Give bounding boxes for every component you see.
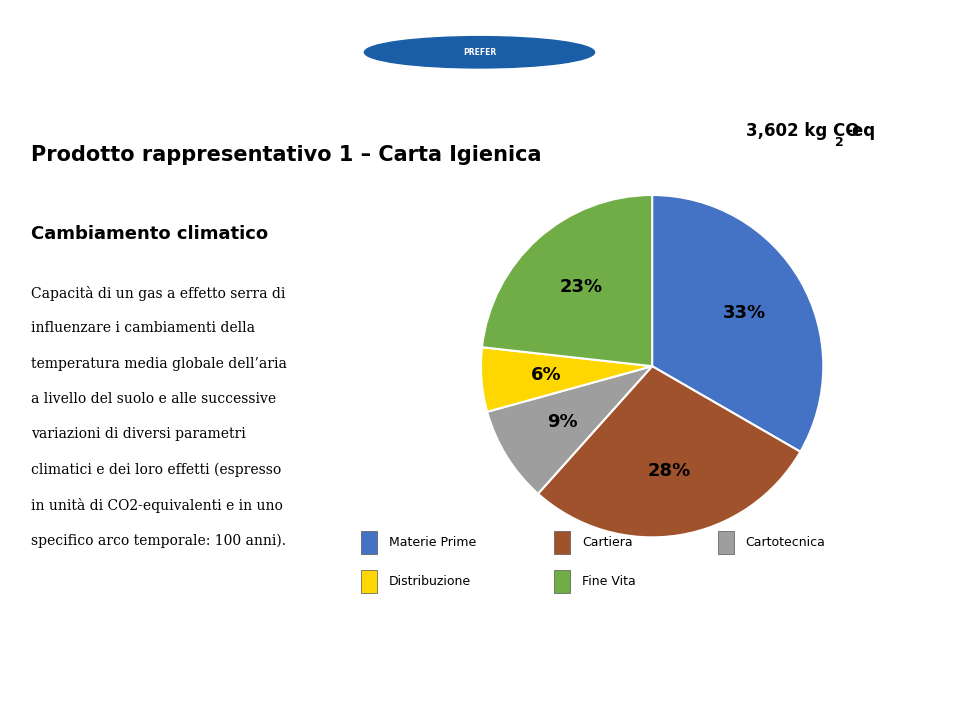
Bar [852, 618, 876, 662]
Bar [484, 618, 513, 662]
Text: Prodotto rappresentativo 1 – Carta Igienica: Prodotto rappresentativo 1 – Carta Igien… [31, 145, 541, 165]
Text: Cartiera: Cartiera [582, 536, 632, 549]
Text: specifico arco temporale: 100 anni).: specifico arco temporale: 100 anni). [31, 533, 286, 548]
Text: climatici e dei loro effetti (espresso: climatici e dei loro effetti (espresso [31, 462, 281, 477]
Wedge shape [652, 195, 823, 452]
Text: Cambiamento climatico: Cambiamento climatico [31, 225, 268, 243]
Text: 9%: 9% [547, 413, 577, 431]
Wedge shape [487, 366, 652, 494]
Text: -eq: -eq [846, 122, 876, 140]
Text: influenzare i cambiamenti della: influenzare i cambiamenti della [31, 322, 255, 335]
Text: 1: 1 [912, 697, 921, 711]
Bar [553, 570, 570, 593]
Text: in unità di CO2-equivalenti e in uno: in unità di CO2-equivalenti e in uno [31, 498, 283, 513]
Bar [391, 618, 414, 662]
Bar [777, 618, 796, 662]
Bar [553, 531, 570, 554]
Circle shape [364, 37, 595, 68]
Text: variazioni di diversi parametri: variazioni di diversi parametri [31, 427, 246, 442]
Circle shape [269, 24, 690, 81]
Text: Product environmental footprint Enhanced by Regions: Product environmental footprint Enhanced… [309, 105, 650, 115]
Bar [101, 618, 129, 662]
Bar [199, 618, 222, 662]
Text: 3,602 kg CO: 3,602 kg CO [746, 122, 860, 140]
Text: Cartotecnica: Cartotecnica [745, 536, 826, 549]
Wedge shape [481, 348, 652, 412]
Wedge shape [538, 366, 801, 537]
Text: 28%: 28% [647, 462, 690, 480]
Wedge shape [482, 195, 652, 366]
Text: 23%: 23% [560, 278, 603, 296]
Text: Materie Prime: Materie Prime [388, 536, 476, 549]
Text: PREFER: PREFER [463, 48, 496, 57]
Bar [361, 531, 377, 554]
Text: 6%: 6% [531, 365, 562, 383]
Bar [361, 570, 377, 593]
Text: 2: 2 [835, 136, 844, 149]
Text: Fine Vita: Fine Vita [582, 575, 636, 588]
Text: temperatura media globale dell’aria: temperatura media globale dell’aria [31, 357, 287, 370]
Text: Scuola Superiore Sant'Anna - Piazza Martiri della Libertà, 33 - 56127 Pisa (Ital: Scuola Superiore Sant'Anna - Piazza Mart… [77, 681, 440, 690]
Text: Capacità di un gas a effetto serra di: Capacità di un gas a effetto serra di [31, 286, 285, 301]
Text: 33%: 33% [722, 304, 765, 322]
Bar [679, 618, 703, 662]
Bar [717, 531, 734, 554]
Bar [299, 618, 315, 662]
Text: tel. +39 050 88.31.11 - fax +39 050 88.32.25 - C.F. 93 008 800 505  – www.lifrep: tel. +39 050 88.31.11 - fax +39 050 88.3… [77, 697, 475, 707]
Text: Distribuzione: Distribuzione [388, 575, 471, 588]
Bar [583, 618, 607, 662]
Text: a livello del suolo e alle successive: a livello del suolo e alle successive [31, 392, 276, 406]
